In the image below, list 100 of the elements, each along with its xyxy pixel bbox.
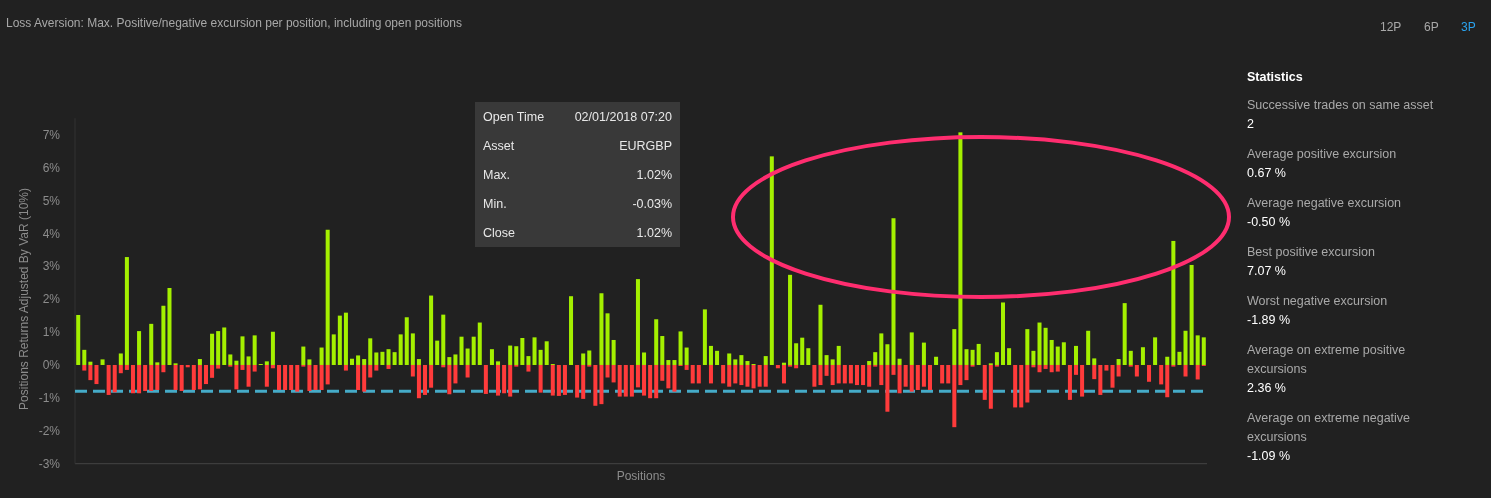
- bar: [1067, 364, 1072, 400]
- bar: [429, 364, 434, 388]
- bar: [1110, 364, 1115, 388]
- bar: [1025, 364, 1030, 403]
- bar: [739, 364, 744, 386]
- annotation: Min.: [483, 197, 507, 211]
- bar: [921, 342, 926, 365]
- bar: [976, 343, 981, 365]
- bar: [264, 361, 269, 365]
- bar: [477, 322, 482, 365]
- bar: [921, 364, 926, 387]
- y-tick-label: 0%: [42, 358, 61, 373]
- bar: [952, 364, 957, 428]
- bar: [818, 364, 823, 386]
- bar: [1183, 330, 1188, 365]
- bar: [672, 360, 677, 365]
- bar: [745, 364, 750, 387]
- bar: [459, 336, 464, 365]
- bar: [1049, 339, 1054, 365]
- bar: [118, 364, 123, 374]
- bar: [374, 352, 379, 365]
- bar: [307, 364, 312, 391]
- bar: [927, 364, 932, 390]
- bar: [1195, 364, 1200, 380]
- bar: [167, 287, 172, 365]
- bar: [1128, 350, 1133, 365]
- text: 6P: [1424, 20, 1439, 34]
- bar: [915, 364, 920, 390]
- bar: [897, 364, 902, 394]
- bar: [538, 349, 543, 365]
- bar: [751, 364, 756, 389]
- bar: [891, 364, 896, 375]
- bar: [648, 364, 653, 399]
- bar: [398, 334, 403, 365]
- bar: [836, 364, 841, 384]
- bar: [867, 361, 872, 365]
- bar: [1013, 364, 1018, 408]
- bar: [538, 364, 543, 393]
- bar: [1183, 364, 1188, 377]
- bar: [581, 353, 586, 365]
- bar: [295, 364, 300, 392]
- bar: [465, 348, 470, 365]
- bar: [733, 359, 738, 365]
- bar: [593, 364, 598, 406]
- bar: [356, 355, 361, 365]
- text: 7.07 %: [1247, 264, 1286, 278]
- bar: [1122, 303, 1127, 365]
- bar: [1165, 364, 1170, 398]
- bar: [191, 364, 196, 390]
- bar: [216, 331, 221, 365]
- bar: [130, 364, 135, 394]
- bar: [848, 364, 853, 384]
- bar: [696, 364, 701, 384]
- annotation: EURGBP: [619, 139, 672, 153]
- bar: [465, 364, 470, 378]
- bar: [721, 364, 726, 384]
- bar: [1092, 364, 1097, 380]
- chart-title: Loss Aversion: Max. Positive/negative excursion per position, including open positions: [6, 16, 463, 30]
- bar: [489, 349, 494, 365]
- bar: [447, 357, 452, 365]
- bar: [830, 364, 835, 386]
- bar: [824, 364, 829, 376]
- bar: [879, 364, 884, 386]
- bar: [1171, 240, 1176, 365]
- bar: [88, 361, 93, 365]
- bar: [885, 344, 890, 365]
- text: 2: [1247, 117, 1254, 131]
- bar: [769, 156, 774, 365]
- bar: [471, 336, 476, 365]
- bar: [788, 274, 793, 365]
- bar: [775, 364, 780, 369]
- bar: [909, 364, 914, 392]
- bar: [794, 364, 799, 369]
- bar: [1019, 364, 1024, 408]
- bar: [210, 364, 215, 378]
- bar: [319, 364, 324, 390]
- bar: [617, 364, 622, 397]
- bar: [216, 364, 221, 369]
- bar: [155, 364, 160, 390]
- bar: [660, 364, 665, 381]
- bar: [642, 352, 647, 365]
- bar: [635, 364, 640, 388]
- bar: [556, 364, 561, 396]
- bar: [203, 364, 208, 385]
- bar: [861, 364, 866, 386]
- bar: [982, 364, 987, 400]
- bar: [629, 364, 634, 397]
- bar: [934, 356, 939, 365]
- text: -1.89 %: [1247, 313, 1291, 327]
- bar: [410, 364, 415, 377]
- bar: [283, 364, 288, 390]
- bar: [1043, 364, 1048, 369]
- bar: [891, 218, 896, 365]
- annotation: Asset: [483, 139, 515, 153]
- bar: [362, 364, 367, 392]
- bar: [106, 364, 111, 395]
- bar: [118, 353, 123, 365]
- bar: [562, 364, 567, 395]
- bar: [374, 364, 379, 371]
- bar: [599, 364, 604, 405]
